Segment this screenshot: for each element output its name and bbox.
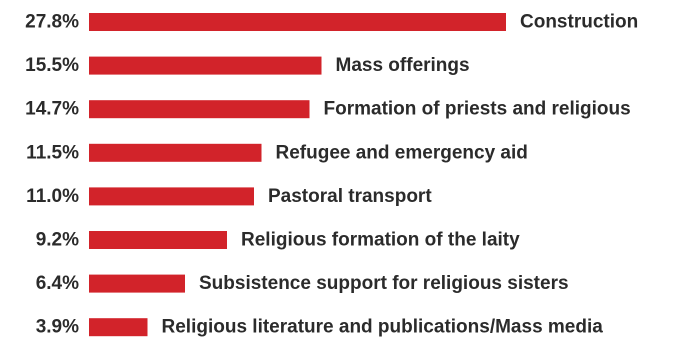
category-label: Mass offerings: [336, 55, 470, 76]
category-label: Construction: [520, 12, 638, 33]
category-label: Formation of priests and religious: [324, 99, 631, 120]
bar: [89, 187, 254, 206]
category-label: Pastoral transport: [268, 186, 432, 207]
value-label: 6.4%: [36, 273, 79, 294]
category-label: Refugee and emergency aid: [276, 142, 528, 163]
bar: [89, 231, 227, 249]
value-label: 11.5%: [26, 142, 79, 163]
bar: [89, 143, 262, 162]
category-label: Subsistence support for religious sister…: [199, 273, 569, 294]
value-label: 27.8%: [25, 12, 79, 33]
value-label: 11.0%: [26, 186, 79, 207]
bar: [89, 274, 185, 293]
bar: [89, 318, 148, 337]
category-label: Religious literature and publications/Ma…: [162, 317, 604, 338]
value-label: 9.2%: [36, 230, 79, 251]
category-label: Religious formation of the laity: [241, 230, 520, 251]
value-label: 3.9%: [36, 317, 79, 338]
bar: [89, 56, 322, 75]
bar: [89, 100, 310, 119]
bar: [89, 13, 506, 31]
value-label: 15.5%: [25, 55, 79, 76]
value-label: 14.7%: [25, 99, 79, 120]
